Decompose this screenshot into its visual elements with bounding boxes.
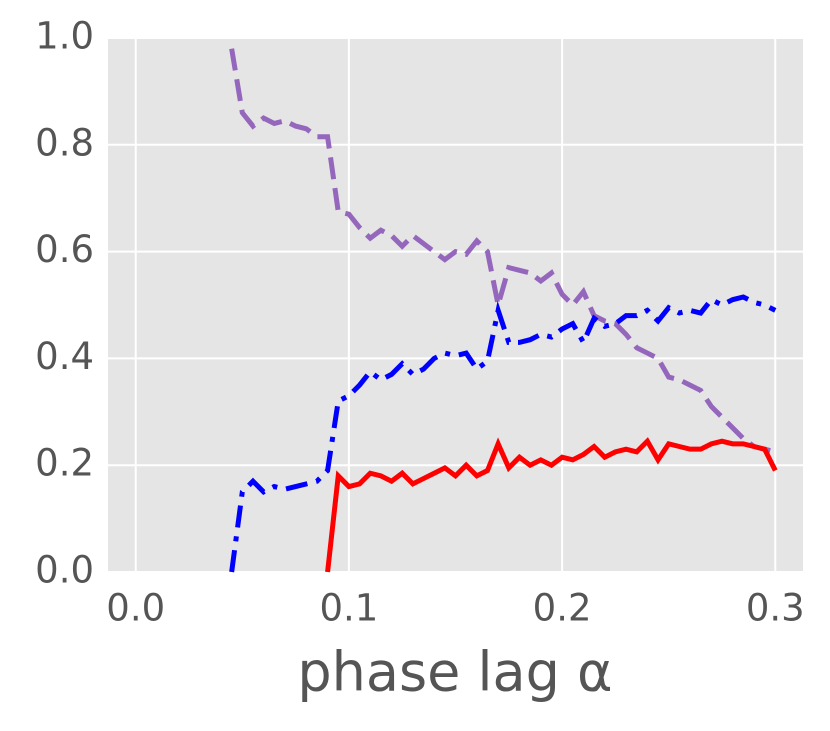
- y-tick-label: 0.2: [35, 442, 94, 485]
- y-tick-label: 0.0: [35, 549, 94, 592]
- data-line: [325, 437, 778, 573]
- data-line: [229, 48, 776, 455]
- x-tick-label: 0.1: [319, 587, 378, 630]
- y-tick-label: 0.6: [35, 228, 94, 271]
- x-tick-label: 0.0: [106, 587, 165, 630]
- x-tick-label: 0.3: [746, 587, 805, 630]
- y-tick-label: 1.0: [35, 15, 94, 58]
- x-axis-label: phase lag α: [297, 641, 612, 704]
- x-tick-label: 0.2: [533, 587, 592, 630]
- data-line: [229, 294, 777, 573]
- plot-area: [108, 38, 803, 572]
- y-tick-label: 0.8: [35, 121, 94, 164]
- y-tick-label: 0.4: [35, 335, 94, 378]
